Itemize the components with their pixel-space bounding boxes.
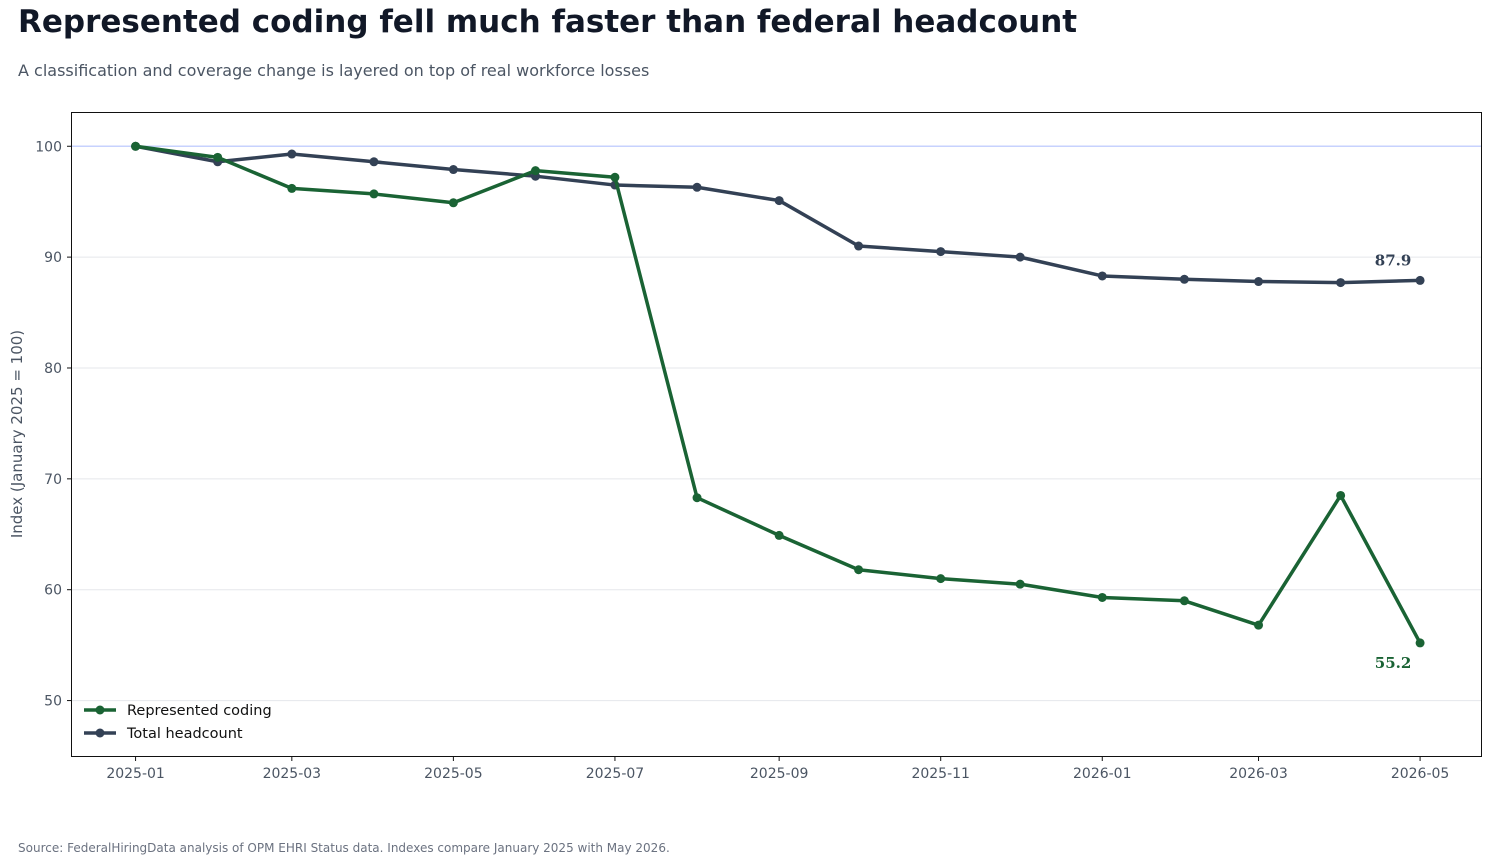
legend-item: Total headcount	[84, 726, 243, 742]
y-tick-label: 70	[44, 472, 62, 488]
data-point-total	[287, 149, 297, 159]
data-point-total	[448, 165, 458, 175]
data-point-total	[1415, 275, 1425, 285]
legend-label: Total headcount	[126, 726, 243, 742]
x-tick-label: 2025-07	[586, 766, 645, 782]
y-tick-label: 80	[44, 361, 62, 377]
data-point-represented	[1336, 490, 1346, 500]
y-tick-label: 50	[44, 694, 62, 710]
data-point-represented	[131, 141, 141, 151]
x-tick-label: 2025-09	[750, 766, 809, 782]
x-tick-label: 2026-01	[1073, 766, 1132, 782]
end-label-total: 87.9	[1375, 251, 1412, 269]
end-labels: 87.9 55.2	[1375, 251, 1412, 672]
chart-subtitle: A classification and coverage change is …	[18, 61, 650, 80]
legend-label: Represented coding	[127, 703, 272, 719]
data-point-represented	[774, 530, 784, 540]
gridlines	[72, 145, 1481, 702]
data-point-represented	[369, 189, 379, 199]
y-axis-title: Index (January 2025 = 100)	[8, 330, 26, 538]
data-point-represented	[936, 574, 946, 584]
data-point-represented	[854, 565, 864, 575]
y-tick-label: 100	[35, 139, 62, 155]
data-point-total	[369, 157, 379, 167]
data-point-represented	[1015, 579, 1025, 589]
data-point-total	[1254, 277, 1264, 287]
y-axis: 50 60 70 80 90 100	[35, 139, 72, 710]
data-point-total	[936, 247, 946, 257]
series-line-represented	[133, 144, 1422, 645]
source-note: Source: FederalHiringData analysis of OP…	[18, 841, 670, 855]
plot-frame	[71, 112, 1482, 757]
series	[131, 141, 1425, 648]
data-point-total	[1015, 252, 1025, 262]
x-tick-label: 2025-11	[911, 766, 970, 782]
data-point-total	[1336, 278, 1346, 288]
y-tick-label: 60	[44, 583, 62, 599]
x-tick-label: 2025-01	[106, 766, 165, 782]
series-line-total	[133, 144, 1422, 285]
data-point-represented	[692, 493, 702, 503]
legend-item: Represented coding	[84, 703, 272, 719]
data-point-represented	[1254, 620, 1264, 630]
data-point-total	[1097, 271, 1107, 281]
legend-swatch-marker	[95, 728, 105, 738]
data-point-represented	[1097, 592, 1107, 602]
x-tick-label: 2025-05	[424, 766, 483, 782]
data-point-represented	[287, 183, 297, 193]
chart-title: Represented coding fell much faster than…	[18, 4, 1078, 40]
data-point-represented	[448, 198, 458, 208]
data-point-represented	[610, 172, 620, 182]
data-point-represented	[1179, 596, 1189, 606]
x-tick-label: 2026-05	[1391, 766, 1450, 782]
x-axis: 2025-01 2025-03 2025-05 2025-07 2025-09 2025-…	[106, 756, 1449, 782]
data-point-total	[774, 196, 784, 206]
legend: Represented coding Total headcount	[84, 703, 272, 742]
end-label-represented: 55.2	[1375, 654, 1412, 672]
x-tick-label: 2026-03	[1229, 766, 1288, 782]
data-point-represented	[530, 166, 540, 176]
x-tick-label: 2025-03	[263, 766, 322, 782]
legend-swatch-marker	[95, 705, 105, 715]
y-tick-label: 90	[44, 250, 62, 266]
data-point-total	[1179, 274, 1189, 284]
data-point-total	[692, 182, 702, 192]
data-point-represented	[1415, 638, 1425, 648]
data-point-total	[854, 241, 864, 251]
data-point-represented	[213, 152, 223, 162]
